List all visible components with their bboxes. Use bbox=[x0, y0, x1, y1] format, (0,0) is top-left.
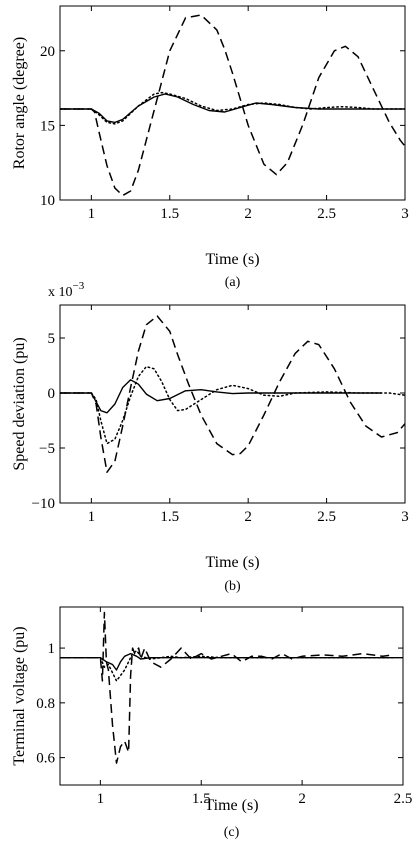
series-group bbox=[60, 315, 405, 473]
series-group bbox=[60, 14, 405, 197]
y-tick-label: 5 bbox=[48, 331, 56, 347]
panel-c: 1 1.5 2 2.5 0.6 0.8 1 Time (s) Terminal voltage … bbox=[11, 606, 413, 840]
y-tick-label: 0 bbox=[48, 386, 56, 402]
y-axis-exponent: x 10−3 bbox=[48, 280, 85, 300]
series-dashed-line bbox=[60, 14, 405, 197]
x-tick-label: 2 bbox=[244, 206, 252, 222]
series-group bbox=[60, 611, 403, 764]
y-tick-label: 15 bbox=[40, 118, 55, 134]
y-axis-label: Speed deviation (pu) bbox=[11, 337, 28, 470]
y-tick-label: −10 bbox=[32, 496, 55, 512]
panel-a: 1 1.5 2 2.5 3 10 15 20 Time (s) Rotor angle (degr… bbox=[11, 5, 409, 290]
y-tick-label: 0.8 bbox=[36, 696, 55, 712]
x-tick-label: 1.5 bbox=[160, 509, 179, 525]
plot-frame bbox=[59, 5, 406, 201]
x-tick-label: 3 bbox=[401, 206, 409, 222]
panel-b: 1 1.5 2 2.5 3 −10 −5 0 5 Time (s) Speed deviation … bbox=[11, 280, 409, 594]
y-axis-exponent-power: −3 bbox=[73, 280, 85, 292]
x-tick-label: 3 bbox=[401, 509, 409, 525]
x-tick-label: 2 bbox=[298, 791, 306, 807]
x-tick-label: 2.5 bbox=[317, 509, 336, 525]
series-dashed-line bbox=[60, 611, 394, 764]
x-axis-label: Time (s) bbox=[205, 554, 259, 571]
x-tick-label: 2.5 bbox=[394, 791, 413, 807]
x-axis-label: Time (s) bbox=[205, 251, 259, 268]
series-dotted-line bbox=[60, 91, 405, 125]
y-tick-label: −5 bbox=[39, 441, 55, 457]
y-tick-label: 1 bbox=[48, 641, 56, 657]
series-solid-line bbox=[60, 93, 405, 124]
y-axis-label: Rotor angle (degree) bbox=[11, 37, 28, 169]
plot-frame bbox=[59, 606, 404, 786]
x-tick-label: 2.5 bbox=[317, 206, 336, 222]
x-tick-label: 1.5 bbox=[160, 206, 179, 222]
y-axis-label: Terminal voltage (pu) bbox=[11, 626, 28, 765]
series-dotted-line bbox=[60, 365, 405, 445]
x-tick-label: 1.5 bbox=[192, 791, 211, 807]
panel-caption: (a) bbox=[225, 275, 241, 290]
x-tick-label: 2 bbox=[244, 509, 252, 525]
y-tick-label: 10 bbox=[40, 193, 55, 209]
panel-caption: (c) bbox=[224, 825, 240, 840]
x-tick-label: 1 bbox=[88, 509, 96, 525]
y-tick-label: 0.6 bbox=[36, 751, 55, 767]
x-axis-label: Time (s) bbox=[204, 797, 258, 814]
plot-frame bbox=[59, 304, 406, 504]
x-tick-label: 1 bbox=[88, 206, 96, 222]
y-tick-label: 20 bbox=[40, 44, 55, 60]
x-tick-label: 1 bbox=[97, 791, 105, 807]
series-solid-line bbox=[60, 379, 382, 414]
panel-caption: (b) bbox=[224, 579, 241, 594]
series-solid-line bbox=[60, 652, 403, 671]
